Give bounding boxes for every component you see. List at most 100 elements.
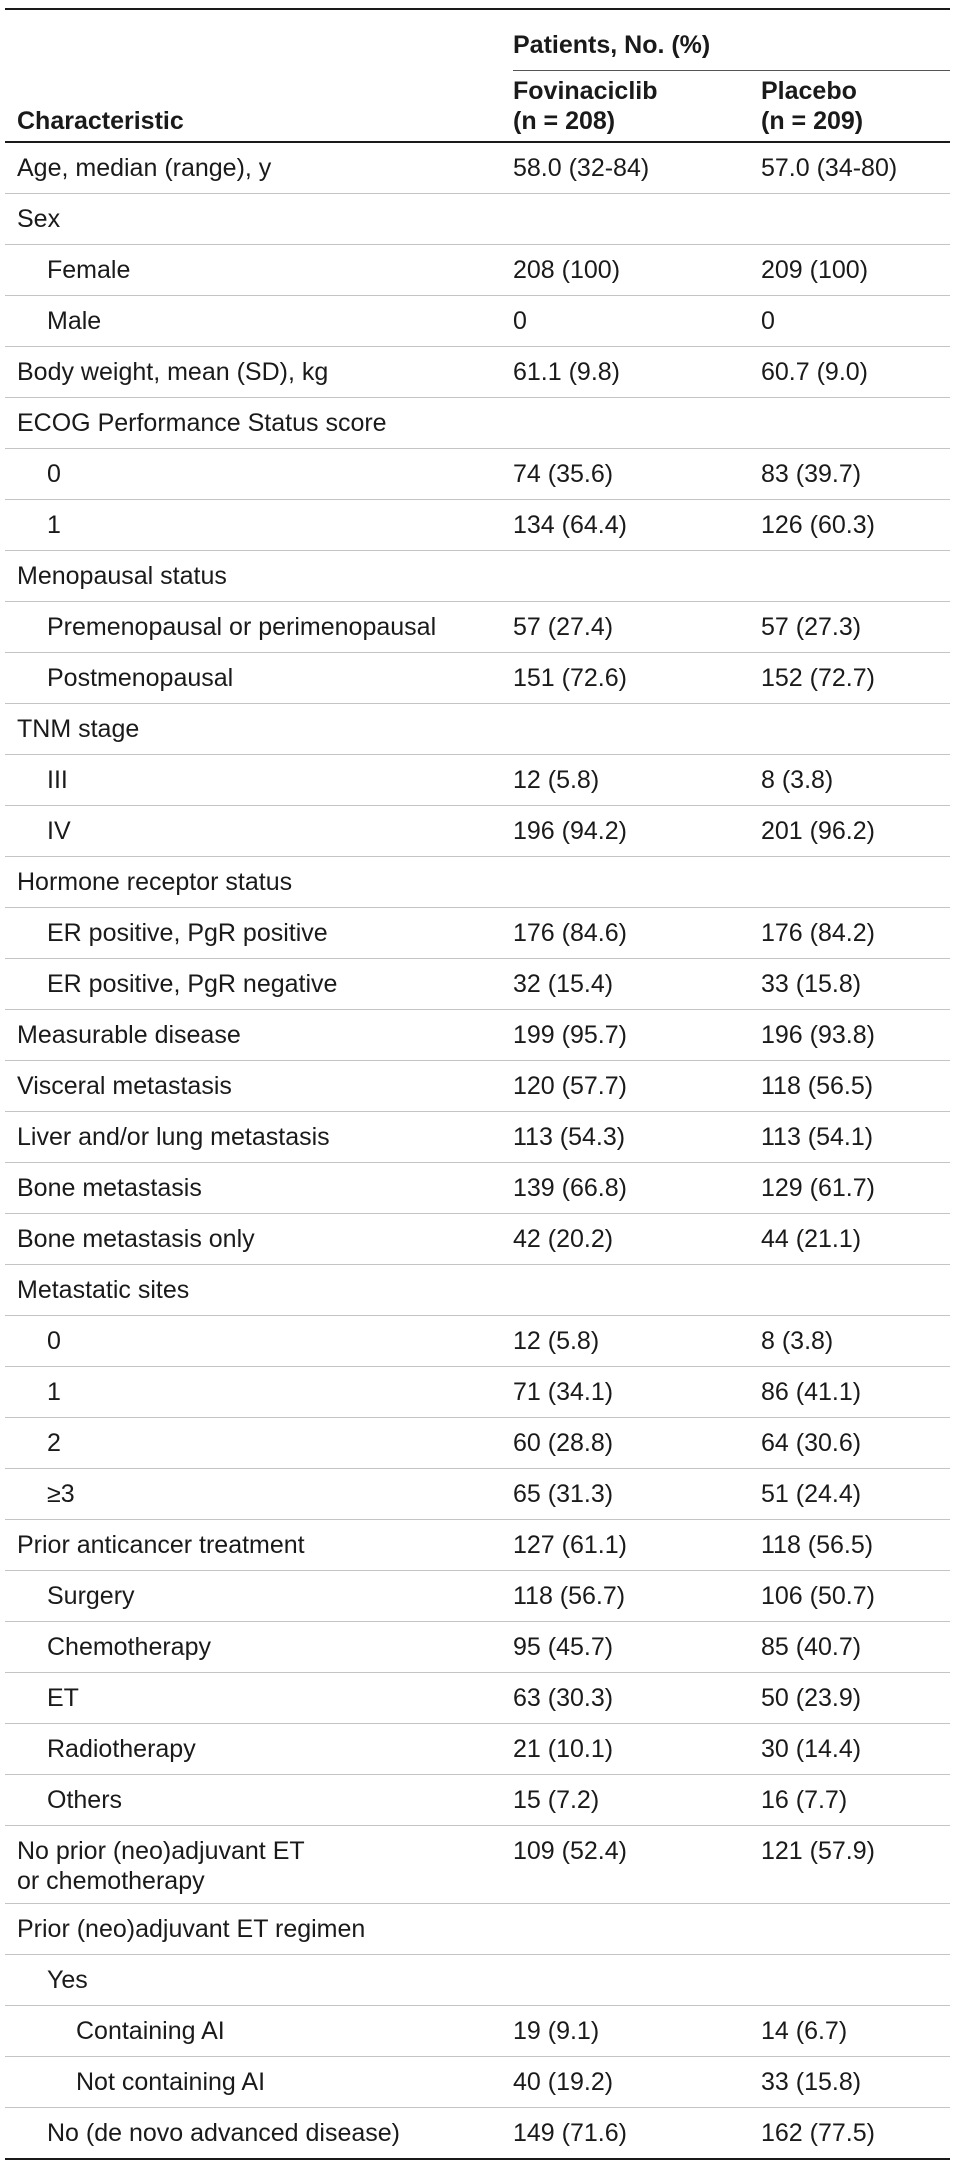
- row-label-text: Menopausal status: [17, 562, 227, 590]
- row-label-text: Yes: [47, 1966, 88, 1994]
- row-label: ET: [47, 1683, 79, 1713]
- placebo-value: 83 (39.7): [761, 460, 862, 488]
- fovinaciclib-value: 32 (15.4): [513, 970, 614, 998]
- row-label: Premenopausal or perimenopausal: [47, 612, 436, 642]
- row-label-text: Female: [47, 256, 131, 284]
- row-label: Prior (neo)adjuvant ET regimen: [17, 1914, 365, 1944]
- placebo-value: 50 (23.9): [761, 1684, 862, 1712]
- placebo-column-header: Placebo (n = 209): [761, 76, 863, 136]
- row-label: Postmenopausal: [47, 663, 233, 693]
- row-label-text: ER positive, PgR negative: [47, 970, 338, 998]
- row-label-text-line2: or chemotherapy: [17, 1867, 205, 1895]
- fovinaciclib-value: 149 (71.6): [513, 2119, 627, 2147]
- row-label-text: Others: [47, 1786, 123, 1814]
- row-label: Others: [47, 1785, 122, 1815]
- fovinaciclib-value: 196 (94.2): [513, 817, 627, 845]
- table-row: Premenopausal or perimenopausal 57 (27.4)…: [5, 602, 950, 653]
- table-row: ≥3 65 (31.3) 51 (24.4): [5, 1469, 950, 1520]
- placebo-value: 162 (77.5): [761, 2119, 875, 2147]
- placebo-value: 176 (84.2): [761, 919, 875, 947]
- fovinaciclib-header-name: Fovinaciclib: [513, 77, 658, 105]
- row-label: Not containing AI: [76, 2067, 265, 2097]
- patients-span-header: Patients, No. (%): [513, 30, 950, 71]
- table-row: Body weight, mean (SD), kg 61.1 (9.8) 60.7…: [5, 347, 950, 398]
- table-row: Hormone receptor status: [5, 857, 950, 908]
- row-label-text: Postmenopausal: [47, 664, 234, 692]
- row-label: Surgery: [47, 1581, 135, 1611]
- row-label-text: Not containing AI: [76, 2068, 266, 2096]
- placebo-value: 152 (72.7): [761, 664, 875, 692]
- row-label-text: TNM stage: [17, 715, 140, 743]
- placebo-value: 113 (54.1): [761, 1123, 874, 1151]
- fovinaciclib-value: 42 (20.2): [513, 1225, 614, 1253]
- row-label: ER positive, PgR negative: [47, 969, 337, 999]
- row-label-text: ER positive, PgR positive: [47, 919, 328, 947]
- row-label-text: IV: [47, 817, 71, 845]
- row-label-text: Measurable disease: [17, 1021, 241, 1049]
- table-row: TNM stage: [5, 704, 950, 755]
- placebo-value: 16 (7.7): [761, 1786, 848, 1814]
- fovinaciclib-value: 58.0 (32-84): [513, 154, 650, 182]
- row-label-text: Prior (neo)adjuvant ET regimen: [17, 1915, 366, 1943]
- placebo-header-n: (n = 209): [761, 107, 864, 135]
- placebo-value: 201 (96.2): [761, 817, 875, 845]
- row-label: Containing AI: [76, 2016, 225, 2046]
- row-label-text: 0: [47, 460, 61, 488]
- fovinaciclib-value: 19 (9.1): [513, 2017, 600, 2045]
- row-label: Bone metastasis: [17, 1173, 202, 1203]
- table-row: Metastatic sites: [5, 1265, 950, 1316]
- row-label-text: ET: [47, 1684, 79, 1712]
- characteristics-table: Patients, No. (%) Characteristic Fovinac…: [5, 8, 950, 2160]
- row-label: IV: [47, 816, 71, 846]
- fovinaciclib-value: 134 (64.4): [513, 511, 627, 539]
- fovinaciclib-header-n: (n = 208): [513, 107, 616, 135]
- row-label-text: Radiotherapy: [47, 1735, 196, 1763]
- placebo-value: 118 (56.5): [761, 1072, 874, 1100]
- fovinaciclib-value: 65 (31.3): [513, 1480, 614, 1508]
- fovinaciclib-value: 95 (45.7): [513, 1633, 614, 1661]
- fovinaciclib-value: 176 (84.6): [513, 919, 627, 947]
- table-row: Prior (neo)adjuvant ET regimen: [5, 1904, 950, 1955]
- table-row: Menopausal status: [5, 551, 950, 602]
- row-label: 1: [47, 510, 61, 540]
- placebo-value: 30 (14.4): [761, 1735, 862, 1763]
- row-label: No prior (neo)adjuvant ET or chemotherapy: [17, 1836, 305, 1896]
- row-label-text: 0: [47, 1327, 61, 1355]
- row-label-text: Metastatic sites: [17, 1276, 190, 1304]
- placebo-value: 129 (61.7): [761, 1174, 875, 1202]
- table-row: ER positive, PgR positive 176 (84.6) 176 (…: [5, 908, 950, 959]
- row-label: Visceral metastasis: [17, 1071, 232, 1101]
- fovinaciclib-value: 120 (57.7): [513, 1072, 627, 1100]
- row-label: ≥3: [47, 1479, 75, 1509]
- row-label: Female: [47, 255, 130, 285]
- fovinaciclib-value: 139 (66.8): [513, 1174, 627, 1202]
- row-label: Metastatic sites: [17, 1275, 189, 1305]
- row-label: Body weight, mean (SD), kg: [17, 357, 328, 387]
- table-row: ECOG Performance Status score: [5, 398, 950, 449]
- table-row: Visceral metastasis 120 (57.7) 118 (56.5): [5, 1061, 950, 1112]
- row-label: III: [47, 765, 68, 795]
- table-row: Bone metastasis 139 (66.8) 129 (61.7): [5, 1163, 950, 1214]
- table-body: Age, median (range), y 58.0 (32-84) 57.0 (…: [5, 143, 950, 2160]
- placebo-value: 14 (6.7): [761, 2017, 848, 2045]
- table-row: Age, median (range), y 58.0 (32-84) 57.0 (…: [5, 143, 950, 194]
- table-row: III 12 (5.8) 8 (3.8): [5, 755, 950, 806]
- row-label-text: ≥3: [47, 1480, 75, 1508]
- fovinaciclib-value: 127 (61.1): [513, 1531, 627, 1559]
- row-label: ECOG Performance Status score: [17, 408, 387, 438]
- row-label: No (de novo advanced disease): [47, 2118, 400, 2148]
- table-row: Liver and/or lung metastasis 113 (54.3) 11…: [5, 1112, 950, 1163]
- fovinaciclib-value: 118 (56.7): [513, 1582, 626, 1610]
- fovinaciclib-value: 199 (95.7): [513, 1021, 627, 1049]
- characteristic-header-label: Characteristic: [17, 107, 184, 135]
- row-label: Prior anticancer treatment: [17, 1530, 305, 1560]
- placebo-value: 8 (3.8): [761, 766, 834, 794]
- fovinaciclib-value: 109 (52.4): [513, 1837, 627, 1865]
- row-label: Hormone receptor status: [17, 867, 292, 897]
- table-row: Postmenopausal 151 (72.6) 152 (72.7): [5, 653, 950, 704]
- table-row: 0 74 (35.6) 83 (39.7): [5, 449, 950, 500]
- fovinaciclib-value: 0: [513, 307, 527, 335]
- placebo-value: 85 (40.7): [761, 1633, 862, 1661]
- table-row: Sex: [5, 194, 950, 245]
- row-label-text: No (de novo advanced disease): [47, 2119, 401, 2147]
